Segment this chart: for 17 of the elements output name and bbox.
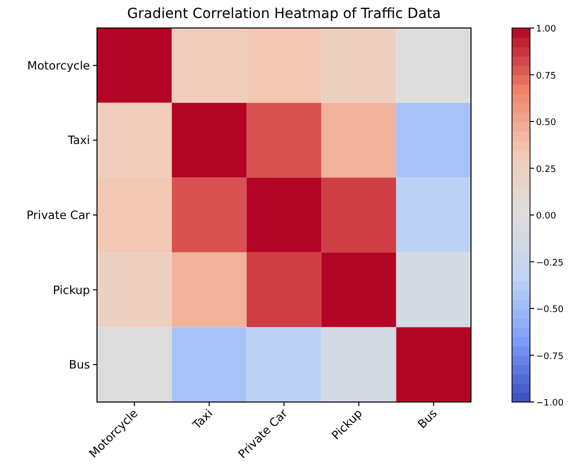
y-tick-label: Private Car [26, 208, 90, 222]
y-tick-label: Pickup [52, 282, 90, 297]
chart-title: Gradient Correlation Heatmap of Traffic Data [127, 6, 441, 22]
color-bar-label: −0.25 [536, 258, 564, 268]
y-tick-label: Taxi [66, 133, 90, 148]
color-bar-label: 0.00 [536, 212, 556, 222]
color-bar-label: −1.00 [536, 398, 564, 408]
color-bar-label: 0.75 [536, 71, 556, 82]
x-tick-label: Bus [414, 406, 440, 432]
color-bar-label: 1.00 [536, 24, 556, 34]
y-tick-label: Bus [68, 358, 90, 372]
color-bar-label: −0.50 [536, 305, 564, 315]
color-bar-label: 0.50 [536, 118, 556, 128]
y-tick-label: Motorcycle [27, 58, 90, 72]
x-tick-label: Taxi [189, 406, 216, 433]
color-bar-label: −0.75 [536, 352, 564, 362]
color-bar-label: 0.25 [536, 164, 556, 175]
